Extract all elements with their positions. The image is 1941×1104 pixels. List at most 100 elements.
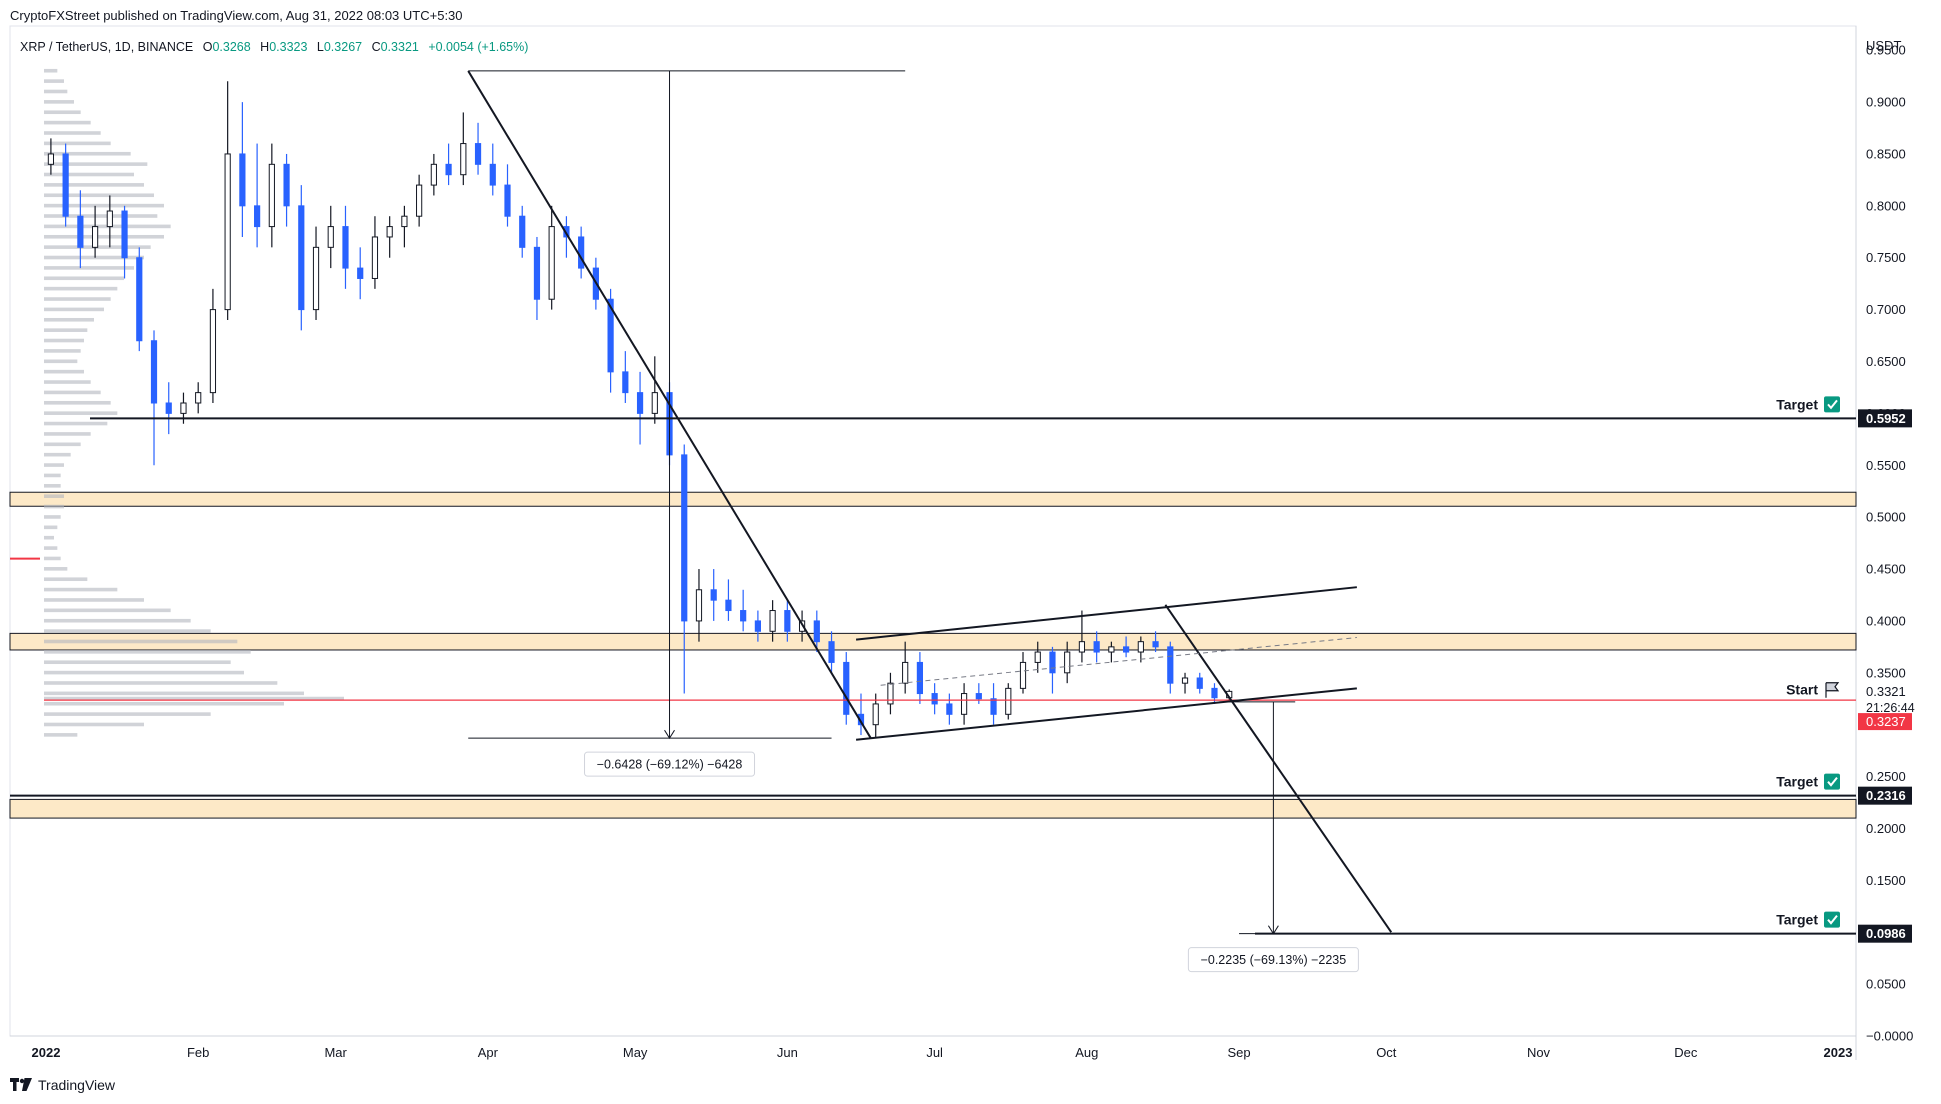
target-label: Target [1776,774,1818,790]
candle-body [1152,641,1159,648]
candle [843,652,850,725]
volume-profile-bar [44,183,144,187]
candle [401,205,408,248]
candle-body [416,184,423,217]
candle-body [180,402,187,414]
zones [9,491,1857,819]
volume-profile-bar [44,234,164,239]
volume-profile-bar [44,141,111,146]
y-tick-label: 0.5000 [1866,510,1906,525]
candle-body [91,226,99,248]
axes: 0.9500 0.9000 0.8500 0.8000 0.7500 0.7000 0.65… [32,38,1915,1060]
volume-profile-bar [44,712,211,716]
volume-profile-bar [44,587,118,592]
candle-body [622,371,629,394]
y-tick-label: 0.8500 [1866,146,1906,161]
candle [1108,641,1115,663]
volume-profile-bar [44,650,251,654]
candle [106,195,113,248]
candle [1019,652,1027,694]
candle [725,579,732,621]
candle-body [695,589,703,622]
check-icon [1824,773,1840,790]
candle-body [578,236,585,269]
candle [1123,636,1130,658]
candle [416,174,423,227]
target-label: Target [1776,396,1818,412]
candle-body [136,257,143,342]
check-mark [1827,915,1838,925]
volume-profile-bar [44,317,94,322]
candle [460,112,467,186]
candle-body [1064,651,1071,674]
flag-icon [1825,682,1840,698]
candle-body [1078,641,1086,653]
candle-body [1034,651,1041,663]
volume-profile-bar [44,328,88,332]
y-tick-label: 0.9000 [1866,95,1906,110]
y-tick-label: −0.0000 [1866,1029,1913,1044]
volume-profile-bar [44,608,171,613]
candle-body [224,153,231,311]
y-tick-label: 0.2500 [1866,769,1906,784]
candle-body [887,682,894,705]
current-price-label: 0.3321 [1866,684,1906,699]
y-tick-label: 0.0500 [1866,977,1906,992]
candle [77,190,84,269]
candle-body [1093,641,1100,653]
candle [1137,636,1144,663]
check-mark [1827,399,1838,410]
volume-profile-bar [44,400,111,405]
volume-profile-bar [44,369,84,374]
candle-body [460,143,467,176]
candle [357,247,364,300]
candle [975,683,982,704]
candle [887,672,894,715]
channel-midline [880,637,1357,686]
candle-body [474,143,482,165]
volume-profile-bar [44,120,91,125]
candle [430,153,437,196]
candle-body [681,454,688,622]
volume-profile-bar [44,452,71,457]
candle [916,652,924,704]
candle [533,236,541,320]
candle-body [872,703,879,726]
candle-body [47,153,55,165]
candle [622,351,629,403]
candle-body [636,392,644,414]
candle [740,589,747,632]
x-tick-label: 2023 [1824,1045,1853,1060]
support-resistance-zone [9,798,1857,819]
y-tick-label: 0.8000 [1866,198,1906,213]
candle [1078,610,1086,663]
volume-profile-bar [44,89,68,94]
volume-profile-bar [44,618,191,623]
candle-body [828,641,835,663]
x-tick-label: May [623,1045,648,1060]
candle-body [931,693,938,705]
volume-profile-bar [44,110,81,115]
check-mark [1827,777,1838,787]
volume-profile-bar [44,701,284,706]
candle-body [77,215,84,248]
candle-body [710,589,717,601]
y-tick-label: 0.3500 [1866,665,1906,680]
x-tick-label: Nov [1527,1045,1551,1060]
candle-body [209,309,217,394]
volume-profile-bar [44,535,54,540]
y-tick-label: 0.2000 [1866,821,1906,836]
measure-tool: −0.6428 (−69.12%) −6428 [468,70,906,777]
support-resistance-zone [9,491,1857,507]
low-label: L [316,40,324,54]
volume-profile-bar [44,629,211,633]
x-tick-label: 2022 [32,1045,61,1060]
footer[interactable]: TradingView [10,1077,115,1093]
volume-profile-bar [44,203,164,208]
candle-body [1181,677,1189,684]
candle [1064,641,1071,684]
candle-body [1196,677,1203,689]
start-label: Start [1786,682,1818,698]
candle [784,600,791,642]
